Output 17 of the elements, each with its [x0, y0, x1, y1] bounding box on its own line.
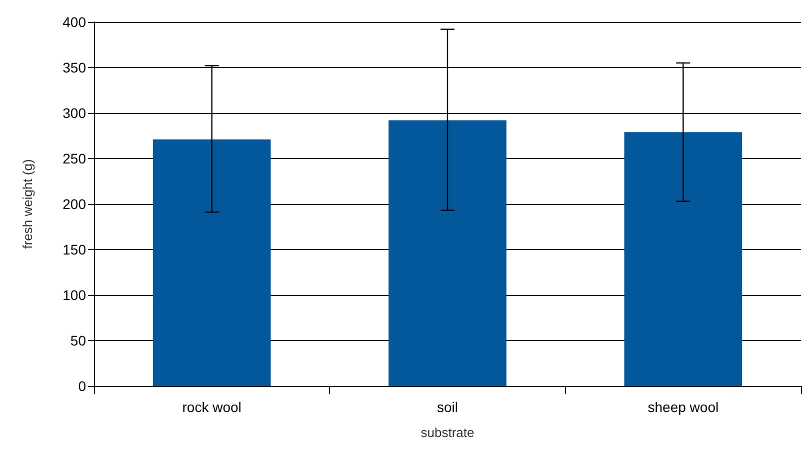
x-tick-label: sheep wool [648, 399, 719, 415]
x-tick-label: rock wool [182, 399, 242, 415]
y-tick-label: 100 [62, 287, 86, 303]
y-tick-label: 250 [62, 150, 86, 166]
y-tick-label: 350 [62, 60, 86, 76]
y-tick-label: 150 [62, 242, 86, 258]
bar [152, 139, 271, 386]
y-tick-label: 400 [62, 14, 86, 30]
y-tick-label: 200 [62, 196, 86, 212]
y-tick-label: 50 [70, 332, 86, 348]
y-axis-title: fresh weight (g) [20, 159, 35, 249]
bar [388, 120, 506, 386]
x-tick-label: soil [436, 399, 458, 415]
y-tick-label: 300 [62, 105, 86, 121]
x-axis-title: substrate [420, 425, 474, 440]
y-tick-label: 0 [78, 378, 86, 394]
bar [624, 132, 742, 386]
